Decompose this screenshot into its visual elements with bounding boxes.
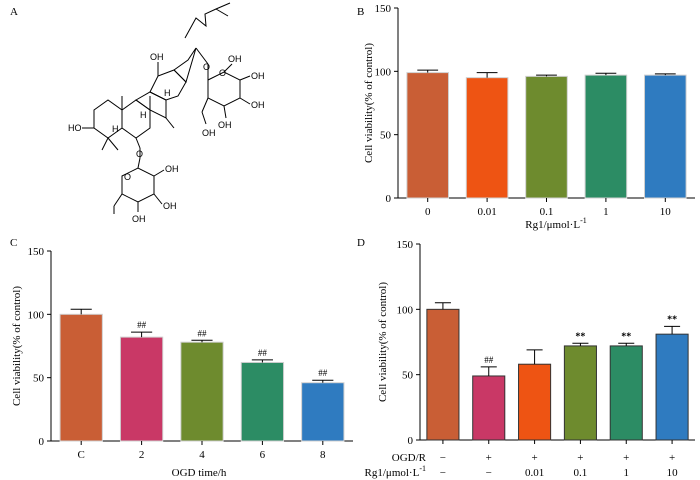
atom-label: OH [202, 128, 216, 138]
panel-b-letter: B [357, 6, 364, 18]
treatment-value: + [669, 452, 675, 464]
bar [301, 382, 345, 442]
x-tick-label: 0 [425, 206, 431, 218]
row-label-rg1: Rg1/μmol·L-1 [365, 464, 426, 479]
bar [472, 375, 506, 441]
significance-label: ** [667, 314, 677, 325]
treatment-value: + [623, 452, 629, 464]
row-label-ogd: OGD/R [392, 452, 427, 464]
y-tick-label: 50 [33, 373, 45, 385]
y-axis-label: Cell viability(% of control) [11, 286, 23, 406]
bar [240, 361, 285, 442]
x-tick-label: 1 [603, 206, 609, 218]
y-tick-label: 0 [39, 436, 45, 448]
significance-label: ## [318, 368, 328, 378]
x-axis-label-superscript: -1 [580, 216, 587, 225]
y-tick-label: 150 [375, 3, 392, 15]
bar [426, 308, 460, 441]
bar [406, 72, 449, 199]
bar [584, 74, 628, 199]
y-tick-label: 50 [402, 370, 414, 382]
panel-a-letter: A [10, 6, 18, 18]
treatment-value: − [440, 452, 446, 464]
treatment-value: 0.1 [574, 467, 588, 479]
x-axis-label: OGD time/h [172, 467, 227, 479]
x-tick-label: 0.01 [477, 206, 496, 218]
y-tick-label: 100 [397, 304, 414, 316]
significance-label: ** [621, 331, 631, 342]
y-tick-label: 100 [375, 66, 392, 78]
atom-label: O [136, 149, 143, 159]
atom-label: OH [228, 54, 242, 64]
significance-label: ** [575, 331, 585, 342]
treatment-value: − [486, 467, 492, 479]
treatment-value: 1 [624, 467, 630, 479]
treatment-value: 10 [667, 467, 679, 479]
atom-label: OH [163, 201, 177, 211]
panel-d-letter: D [357, 237, 365, 249]
treatment-value: + [577, 452, 583, 464]
significance-label: ## [137, 320, 147, 330]
y-tick-label: 0 [408, 435, 414, 447]
ginsenoside-structure [82, 2, 251, 214]
x-tick-label: 4 [199, 449, 205, 461]
treatment-value: − [440, 467, 446, 479]
y-axis-label: Cell viability(% of control) [363, 43, 375, 163]
y-tick-label: 150 [397, 239, 414, 251]
atom-label: OH [218, 120, 232, 130]
atom-label: HO [68, 123, 82, 133]
atom-label: O [203, 62, 210, 72]
treatment-value: + [531, 452, 537, 464]
bar [644, 74, 687, 199]
y-tick-label: 150 [28, 246, 45, 258]
x-tick-label: C [78, 449, 85, 461]
bar [655, 333, 689, 441]
significance-label: ## [484, 355, 494, 365]
atom-label: OH [150, 52, 164, 62]
x-tick-label: 2 [139, 449, 145, 461]
atom-label: H [112, 124, 119, 134]
y-axis-label: Cell viability(% of control) [377, 282, 389, 402]
structure-atom-labels: OH HO H H H O O O O OH OH OH OH OH OH OH… [68, 52, 265, 224]
axes [419, 244, 695, 441]
bar [180, 341, 224, 442]
bar [525, 75, 568, 199]
panel-c-letter: C [10, 237, 17, 249]
atom-label: O [219, 68, 226, 78]
x-tick-label: 8 [320, 449, 326, 461]
significance-label: ## [258, 348, 268, 358]
panel-c: C Cell viability(% of control) OGD time/… [10, 237, 353, 479]
y-tick-label: 50 [380, 130, 392, 142]
x-tick-label: 6 [260, 449, 266, 461]
atom-label: OH [165, 164, 179, 174]
x-tick-label: 0.1 [540, 206, 554, 218]
atom-label: O [124, 172, 131, 182]
bar [465, 77, 509, 199]
row-label-superscript: -1 [419, 464, 426, 473]
atom-label: OH [132, 214, 146, 224]
panel-b: B Cell viability(% of control) Rg1/μmol·… [357, 3, 695, 231]
y-tick-label: 100 [28, 309, 45, 321]
bar [563, 345, 597, 441]
treatment-value: + [486, 452, 492, 464]
atom-label: OH [251, 71, 265, 81]
panel-a: A [10, 2, 265, 224]
treatment-value: 0.01 [525, 467, 544, 479]
atom-label: OH [251, 100, 265, 110]
bar [609, 345, 643, 441]
bar [518, 363, 552, 441]
x-tick-label: 10 [660, 206, 672, 218]
bar [59, 313, 103, 442]
significance-label: ## [198, 328, 208, 338]
y-tick-label: 0 [386, 193, 392, 205]
bar [119, 336, 164, 442]
x-axis-label: Rg1/μmol·L-1 [525, 216, 586, 231]
atom-label: H [140, 110, 147, 120]
atom-label: H [164, 88, 171, 98]
panel-d: D Cell viability(% of control) OGD/R Rg1… [357, 237, 695, 479]
